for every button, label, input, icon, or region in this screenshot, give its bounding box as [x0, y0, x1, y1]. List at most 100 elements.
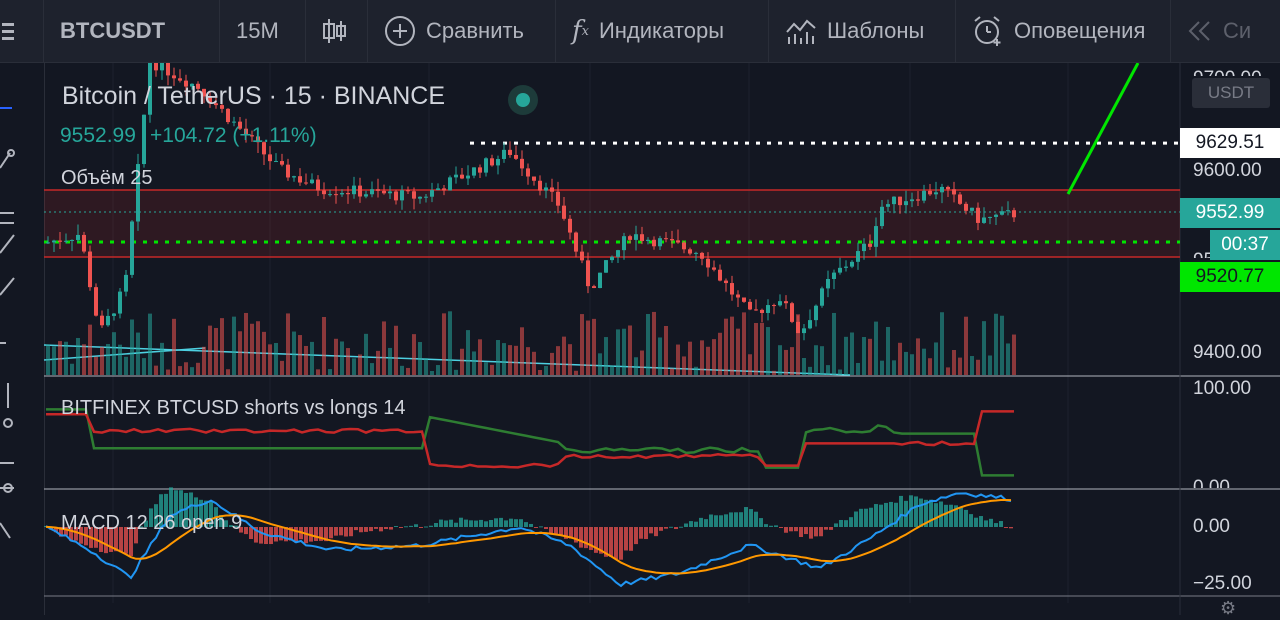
macd-histogram-bar — [799, 527, 803, 537]
candle-body — [760, 309, 764, 313]
volume-bar — [496, 340, 500, 375]
macd-histogram-bar — [119, 527, 123, 553]
rewind-icon — [1187, 20, 1213, 42]
measure-tool-icon[interactable] — [3, 383, 13, 428]
macd-histogram-bar — [859, 508, 863, 527]
macd-histogram-bar — [834, 523, 838, 527]
volume-bar — [412, 334, 416, 375]
trend-line — [1066, 63, 1140, 195]
volume-bar — [706, 346, 710, 375]
candle-body — [946, 186, 950, 190]
volume-bar — [982, 321, 986, 375]
longs-line — [46, 408, 1014, 477]
trend-line-tool-icon[interactable] — [0, 149, 15, 169]
macd-histogram-bar — [639, 527, 643, 539]
replay-button[interactable]: Си — [1171, 0, 1280, 62]
chart-type-button[interactable] — [306, 0, 368, 62]
macd-histogram-bar — [694, 521, 698, 527]
fib-tool-icon[interactable] — [0, 212, 14, 224]
candle-body — [862, 243, 866, 252]
macd-histogram-bar — [394, 526, 398, 528]
candle-body — [1000, 211, 1004, 215]
macd-histogram-bar — [334, 527, 338, 536]
candle-body — [532, 176, 536, 181]
macd-histogram-bar — [699, 517, 703, 527]
zoom-tool-icon[interactable] — [0, 462, 14, 493]
brush-tool-icon[interactable] — [0, 277, 15, 296]
volume-bar — [604, 337, 608, 375]
symbol-button[interactable]: BTCUSDT — [44, 0, 220, 62]
volume-bar — [568, 344, 572, 375]
templates-button[interactable]: Шаблоны — [769, 0, 956, 62]
macd-histogram-bar — [574, 527, 578, 543]
candle-body — [550, 187, 554, 192]
macd-histogram-bar — [229, 525, 233, 527]
candle-body — [970, 207, 974, 211]
macd-histogram-bar — [634, 527, 638, 545]
macd-histogram-bar — [629, 527, 633, 551]
volume-bar — [952, 350, 956, 375]
volume-bar — [130, 319, 134, 375]
candle-body — [766, 305, 770, 313]
volume-bar — [886, 326, 890, 375]
bitfinex-tick: 100.00 — [1193, 378, 1252, 399]
candle-body — [616, 250, 620, 257]
alerts-button[interactable]: Оповещения — [956, 0, 1171, 62]
chart-area[interactable] — [0, 63, 1280, 615]
macd-histogram-bar — [564, 527, 568, 539]
candle-body — [184, 80, 188, 87]
settings-gear-icon[interactable]: ⚙ — [1220, 598, 1237, 618]
candle-body — [508, 149, 512, 155]
macd-histogram-bar — [769, 525, 773, 527]
candle-body — [634, 234, 638, 240]
macd-histogram-bar — [79, 527, 83, 544]
macd-histogram-bar — [829, 527, 833, 530]
macd-histogram-bar — [974, 517, 978, 527]
compare-button[interactable]: Сравнить — [368, 0, 556, 62]
macd-histogram-bar — [869, 507, 873, 527]
last-price: 9552.99 — [60, 124, 136, 147]
pattern-tool-icon[interactable] — [0, 234, 15, 254]
candle-body — [988, 216, 992, 218]
macd-histogram-bar — [534, 527, 538, 528]
volume-bar — [562, 336, 566, 375]
interval-button[interactable]: 15M — [220, 0, 306, 62]
alarm-clock-icon — [972, 15, 1004, 47]
volume-bar — [52, 346, 56, 375]
macd-histogram-bar — [359, 527, 363, 533]
macd-histogram-bar — [69, 527, 73, 541]
volume-bar — [682, 356, 686, 375]
candle-body — [226, 108, 230, 123]
volume-bar — [772, 370, 776, 375]
candle-body — [826, 278, 830, 289]
menu-icon[interactable] — [0, 0, 44, 62]
volume-bar — [754, 323, 758, 375]
macd-histogram-bar — [499, 517, 503, 527]
macd-histogram-bar — [489, 519, 493, 527]
macd-histogram-bar — [459, 517, 463, 527]
macd-histogram-bar — [284, 527, 288, 542]
macd-histogram-bar — [714, 515, 718, 527]
compare-label: Сравнить — [426, 18, 525, 43]
macd-histogram-bar — [259, 527, 263, 544]
candle-body — [88, 251, 92, 288]
macd-histogram-bar — [804, 527, 808, 535]
candle-body — [376, 189, 380, 191]
macd-histogram-bar — [984, 520, 988, 527]
market-status-icon[interactable] — [508, 85, 538, 115]
candle-body — [286, 164, 290, 178]
candle-body — [676, 240, 680, 243]
volume-bar — [118, 344, 122, 375]
lock-tool-icon[interactable] — [0, 522, 11, 539]
macd-histogram-bar — [244, 527, 248, 535]
volume-bar — [1006, 343, 1010, 375]
candle-body — [172, 75, 176, 79]
white-line-price-tag: 9629.51 — [1180, 128, 1280, 158]
macd-histogram-bar — [819, 527, 823, 537]
range-band — [44, 190, 1180, 257]
currency-button[interactable]: USDT — [1192, 78, 1270, 108]
volume-bar — [550, 352, 554, 375]
volume-bar — [304, 345, 308, 375]
macd-histogram-bar — [514, 519, 518, 527]
